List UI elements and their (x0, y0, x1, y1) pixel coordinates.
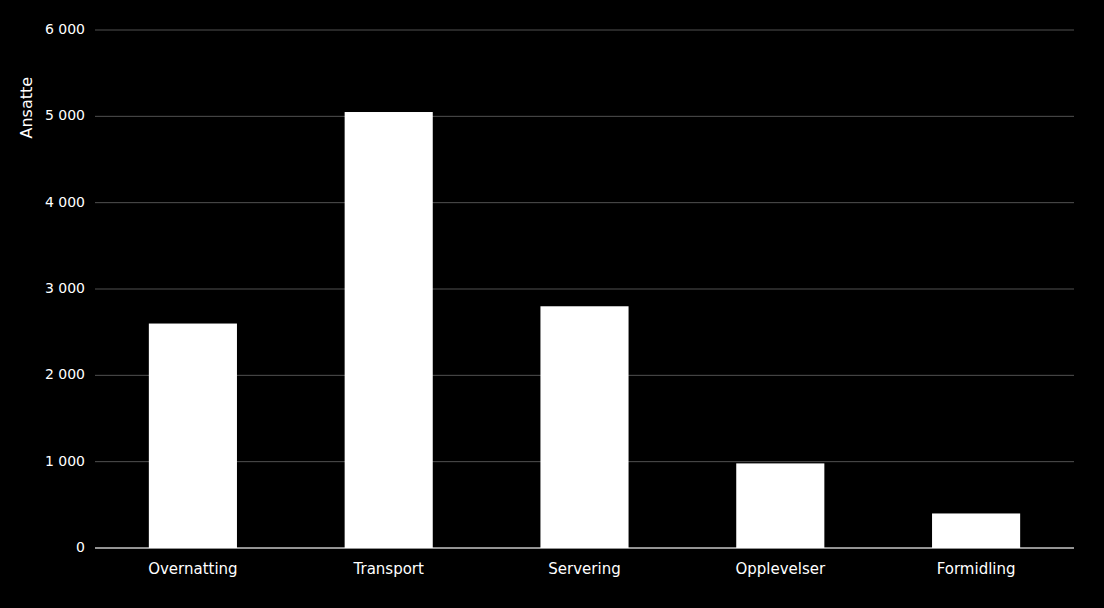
x-tick-label: Transport (353, 560, 425, 578)
x-tick-label: Servering (548, 560, 620, 578)
y-tick-label: 2 000 (45, 366, 85, 382)
y-tick-label: 4 000 (45, 194, 85, 210)
grid-line (95, 202, 1074, 203)
x-tick-labels: Overnatting Transport Servering Opplevelser… (148, 560, 1015, 578)
y-tick-label: 1 000 (45, 453, 85, 469)
y-tick-labels: 0 1 000 2 000 3 000 4 000 5 000 6 000 (45, 21, 85, 555)
grid-line (95, 30, 1074, 31)
x-tick-label: Opplevelser (735, 560, 826, 578)
y-tick-label: 3 000 (45, 280, 85, 296)
y-tick-label: 0 (76, 539, 85, 555)
x-axis-line (95, 548, 1074, 549)
grid-line (95, 116, 1074, 117)
bar (736, 463, 824, 548)
bar (932, 513, 1020, 548)
bar (345, 112, 433, 548)
x-tick-label: Formidling (937, 560, 1016, 578)
grid (95, 30, 1074, 548)
bar (149, 324, 237, 548)
bar (540, 306, 628, 548)
x-tick-label: Overnatting (148, 560, 237, 578)
chart: 0 1 000 2 000 3 000 4 000 5 000 6 000 Overnatti… (0, 0, 1104, 608)
grid-line (95, 289, 1074, 290)
background (0, 0, 1104, 608)
y-tick-label: 5 000 (45, 107, 85, 123)
y-axis-label: Ansatte (18, 77, 37, 139)
bars (149, 112, 1020, 548)
chart-container: 0 1 000 2 000 3 000 4 000 5 000 6 000 Overnatti… (0, 0, 1104, 608)
y-tick-label: 6 000 (45, 21, 85, 37)
grid-line (95, 548, 1074, 549)
